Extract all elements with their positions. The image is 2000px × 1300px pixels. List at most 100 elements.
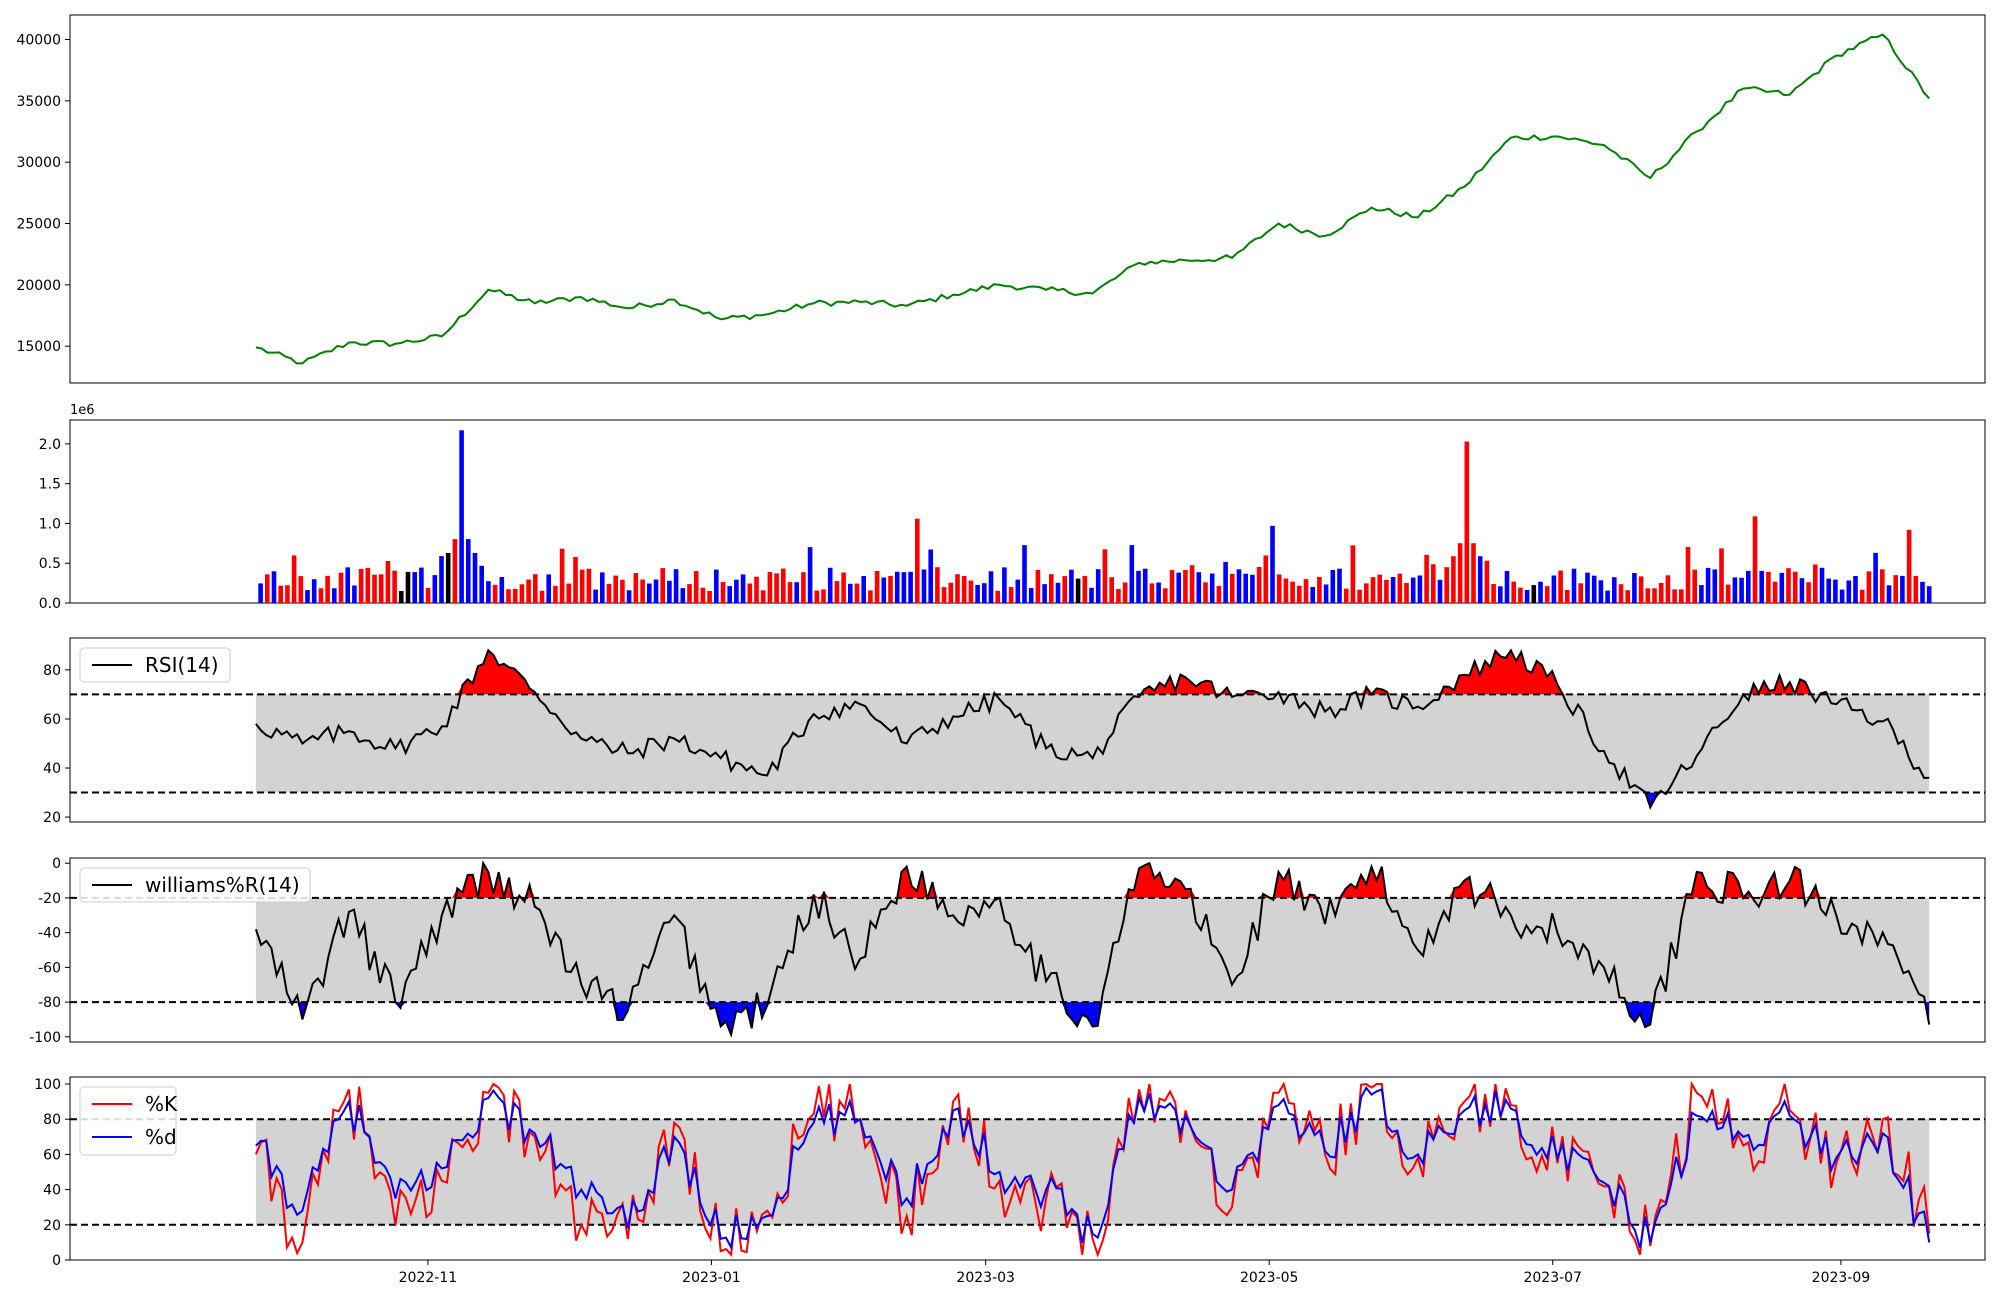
volume-bar [318, 588, 324, 603]
volume-bar [1477, 556, 1483, 603]
volume-bar [673, 569, 679, 603]
stochastic-panel-frame [69, 1076, 1986, 1261]
volume-bar [1826, 578, 1831, 603]
volume-bar [975, 584, 980, 603]
volume-bar [1618, 584, 1624, 603]
d-series-line [255, 1085, 1931, 1251]
volume-bar [1136, 570, 1141, 603]
volume-bar [412, 572, 417, 603]
volume-bar [941, 587, 947, 603]
volume-bar [740, 574, 746, 603]
volume-bar [1846, 580, 1852, 603]
volume-bar [1886, 585, 1892, 603]
volume-bar [365, 567, 371, 603]
volume-bar [1276, 574, 1282, 603]
volume-bar [1230, 573, 1235, 603]
volume-bar [1323, 584, 1329, 603]
volume-bar [807, 547, 813, 603]
volume-bar [1806, 582, 1811, 603]
volume-bar [1243, 573, 1248, 603]
volume-bar [1544, 586, 1550, 603]
volume-bar [760, 590, 766, 603]
volume-bar [1752, 516, 1758, 603]
volume-bar [432, 575, 438, 603]
volume-bar [626, 590, 632, 603]
volume-bar [405, 571, 411, 603]
volume-panel-frame [69, 419, 1986, 604]
volume-bar [1203, 582, 1208, 603]
volume-bar [660, 568, 665, 603]
volume-bar [1156, 582, 1161, 603]
volume-bar [1551, 575, 1557, 603]
volume-bar [640, 579, 645, 603]
volume-bar [1913, 575, 1919, 603]
volume-bar [1880, 569, 1885, 603]
volume-bar [1665, 575, 1671, 603]
volume-bar [1176, 572, 1181, 603]
volume-bar [1451, 556, 1456, 603]
volume-bar [680, 588, 686, 603]
volume-bar [653, 579, 659, 603]
volume-bar [1116, 588, 1121, 603]
y-tick-label: 60 [43, 1147, 61, 1163]
volume-bar [392, 570, 397, 603]
volume-bar [1169, 569, 1175, 603]
volume-bar [1531, 585, 1537, 603]
volume-bar [499, 577, 505, 603]
volume-bar [1303, 579, 1309, 603]
volume-bar [1216, 585, 1222, 603]
y-tick-label: 40000 [16, 33, 61, 49]
legend-label: RSI(14) [145, 653, 219, 677]
price-series-line [255, 33, 1930, 365]
volume-bar [794, 582, 799, 603]
volume-bar [1317, 576, 1322, 603]
volume-bar [1692, 569, 1697, 603]
volume-bar [1638, 576, 1644, 603]
legend-label-k: %K [145, 1092, 178, 1116]
volume-bar [579, 569, 585, 603]
volume-bar [372, 574, 377, 603]
y-tick-label: 30000 [16, 155, 61, 171]
volume-bar [707, 590, 712, 603]
y-tick-label: 0 [52, 1253, 61, 1269]
volume-bar [533, 574, 538, 603]
volume-bar [1002, 567, 1007, 603]
volume-bar [1028, 588, 1034, 603]
y-tick-label: 20 [43, 1218, 61, 1234]
volume-bar [1598, 580, 1604, 603]
volume-bar [559, 548, 565, 603]
volume-bar [1424, 554, 1429, 603]
volume-bar [915, 518, 920, 603]
volume-bar [1035, 570, 1041, 603]
volume-bar [774, 573, 779, 603]
legend-box [79, 647, 231, 683]
volume-bar [1658, 582, 1664, 603]
volume-bar [881, 577, 887, 603]
volume-bar [1853, 576, 1858, 603]
volume-bar [1518, 587, 1523, 603]
volume-bar [874, 570, 880, 603]
volume-bar [787, 582, 793, 603]
volume-bar [861, 576, 866, 603]
volume-scale-label: 1e6 [70, 403, 95, 418]
volume-bar [452, 539, 458, 603]
williams-r-panel: 0 -20 -40 -60 -80 -100 williams%R(14) [29, 856, 1986, 1046]
y-tick-label: -40 [38, 926, 61, 942]
williams-neutral-band [255, 897, 1930, 1003]
y-tick-label: -100 [29, 1030, 61, 1046]
volume-bar [1109, 577, 1114, 603]
legend-label: williams%R(14) [145, 873, 300, 897]
volume-bar [1163, 588, 1168, 603]
rsi-overbought-fill [255, 650, 1930, 695]
y-tick-label: -80 [38, 995, 61, 1011]
volume-bar [700, 587, 706, 603]
volume-bar [1833, 579, 1838, 603]
y-tick-label: 40 [43, 761, 61, 777]
volume-bar [1471, 543, 1476, 603]
volume-bar [1605, 590, 1610, 603]
volume-bar [727, 586, 732, 603]
volume-bar [921, 569, 927, 603]
volume-bar [1685, 546, 1691, 603]
volume-bar [908, 571, 913, 603]
volume-bar [814, 590, 820, 603]
